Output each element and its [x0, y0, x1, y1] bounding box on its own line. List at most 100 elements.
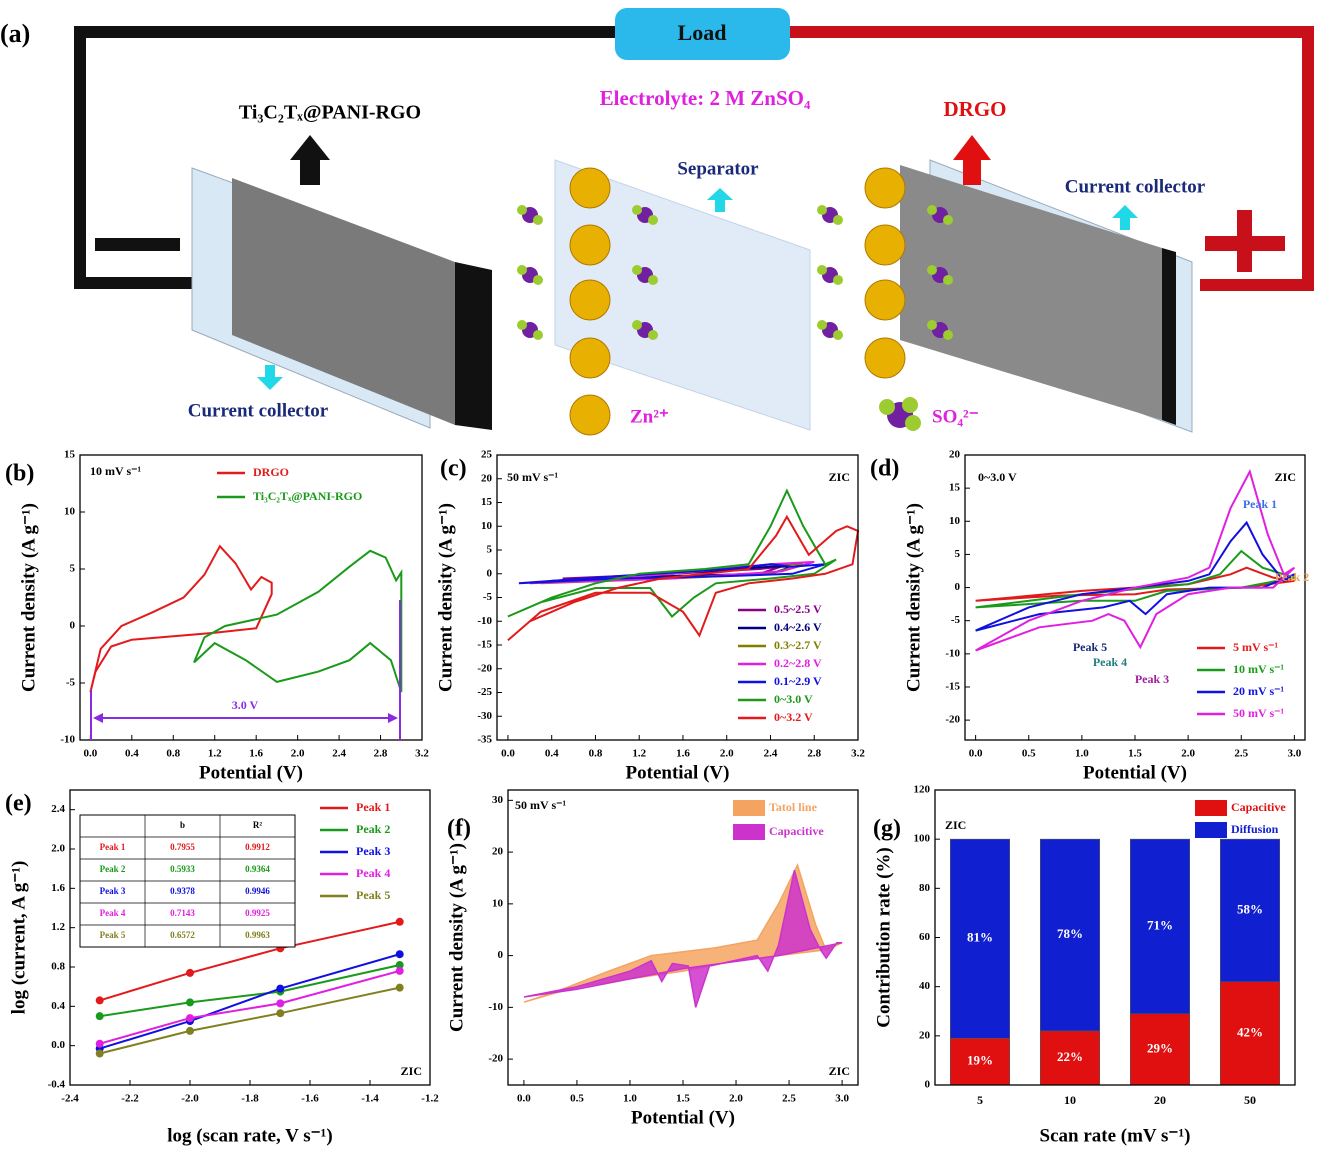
- cv-curve: [529, 560, 815, 585]
- bar-segment: [1220, 981, 1281, 1086]
- x-tick-label: -1.6: [301, 1093, 319, 1105]
- arrow: [707, 188, 733, 212]
- x-tick-label: 0.0: [517, 1093, 531, 1105]
- electrode-edge: [1162, 248, 1176, 425]
- x-tick-label: 0.4: [125, 748, 139, 760]
- annotation: Peak 3: [1135, 672, 1169, 686]
- y-tick-label: 20: [492, 846, 504, 858]
- x-tick-label: 0.0: [501, 748, 515, 760]
- arrow: [290, 135, 330, 185]
- annotation: Peak 4: [1093, 655, 1127, 669]
- x-tick-label: 3.0: [1288, 748, 1302, 760]
- panel-label: (b): [5, 461, 34, 487]
- y-tick-label: 1.6: [51, 882, 65, 894]
- arrow-head: [388, 713, 398, 723]
- x-tick-label: 1.2: [632, 748, 646, 760]
- y-tick-label: -5: [951, 614, 961, 626]
- table-cell: 0.9925: [245, 908, 270, 918]
- table-cell: Peak 5: [100, 930, 126, 940]
- data-point: [186, 998, 194, 1007]
- y-tick-label: -25: [477, 686, 492, 698]
- y-tick-label: 10: [949, 515, 961, 527]
- bar-segment: [1130, 838, 1191, 1015]
- legend-entry: Tatol line: [769, 800, 818, 814]
- collector-label: Current collector: [188, 400, 329, 421]
- bar-segment: [1040, 1030, 1101, 1086]
- y-tick-label: 0: [955, 581, 961, 593]
- chart: (d) -20 -15 -10 -5 0 5 10 15 20 0.0 0.5 1.0 1.5 2.0 2.5…: [870, 449, 1309, 784]
- table-cell: 0.5933: [170, 864, 195, 874]
- x-axis-label: Potential (V): [199, 762, 303, 783]
- table-header: R²: [253, 820, 262, 830]
- x-tick-label: 0.0: [83, 748, 97, 760]
- data-point: [395, 961, 404, 970]
- y-tick-label: 0.0: [51, 1039, 65, 1051]
- x-tick-label: 2.0: [1181, 748, 1195, 760]
- arrow: [1112, 205, 1138, 230]
- y-tick-label: 100: [914, 833, 931, 845]
- x-tick-label: 0.4: [545, 748, 559, 760]
- cathode-label: DRGO: [944, 97, 1007, 121]
- y-tick-label: 15: [64, 449, 76, 461]
- electrolyte-label: Electrolyte: 2 M ZnSO₄: [600, 86, 811, 110]
- x-tick-label: 0.8: [166, 748, 180, 760]
- annotation: 50 mV s⁻¹: [515, 798, 566, 812]
- panel-label: (d): [870, 456, 899, 482]
- x-tick-label: 1.2: [208, 748, 222, 760]
- y-tick-label: 1.2: [51, 921, 65, 933]
- table-cell: 0.9912: [245, 842, 270, 852]
- y-tick-label: 25: [481, 449, 493, 461]
- annotation: ZIC: [829, 1064, 850, 1078]
- x-tick-label: 2.0: [729, 1093, 743, 1105]
- x-tick-label: 0.0: [969, 748, 983, 760]
- y-tick-label: 30: [492, 794, 504, 806]
- y-tick-label: 80: [919, 882, 931, 894]
- y-tick-label: 20: [919, 1029, 931, 1041]
- data-point: [395, 917, 404, 926]
- annotation: 50 mV s⁻¹: [507, 470, 558, 484]
- cv-curve: [975, 468, 1296, 652]
- data-point: [276, 1009, 285, 1018]
- y-tick-label: 15: [481, 496, 493, 508]
- plot-frame: [69, 789, 431, 1086]
- y-axis-label: Current density (A g⁻¹): [435, 503, 456, 692]
- wire-positive: [790, 26, 1314, 291]
- y-tick-label: 0: [487, 567, 493, 579]
- y-tick-label: 60: [919, 931, 931, 943]
- table-cell: 0.7955: [170, 842, 195, 852]
- x-tick-label: 2.5: [782, 1093, 796, 1105]
- y-tick-label: 10: [492, 897, 504, 909]
- value-label: 29%: [1147, 1040, 1173, 1055]
- bar-segment: [1040, 838, 1101, 1032]
- data-point: [276, 984, 285, 993]
- fit-line: [99, 964, 400, 1018]
- fit-line: [99, 969, 400, 1045]
- annotation: 10 mV s⁻¹: [90, 464, 141, 478]
- panel-label: (f): [447, 816, 471, 842]
- zn-ions: [569, 167, 906, 436]
- x-tick-label: 10: [1064, 1093, 1076, 1107]
- legend-entry: Peak 1: [356, 800, 390, 814]
- y-axis-label: Contribution rate (%): [873, 847, 894, 1027]
- y-tick-label: 40: [919, 980, 931, 992]
- data-point: [95, 1012, 104, 1021]
- data-point: [395, 983, 404, 992]
- cv-area: [523, 862, 843, 1003]
- y-tick-label: -10: [477, 615, 492, 627]
- value-label: 71%: [1147, 917, 1173, 932]
- x-tick-label: 3.2: [851, 748, 865, 760]
- anode-label: Ti₃C₂Tₓ@PANI-RGO: [239, 102, 421, 124]
- minus-sign: [95, 238, 180, 251]
- y-tick-label: 0.8: [51, 961, 65, 973]
- plot-frame: [496, 454, 859, 741]
- x-tick-label: -1.8: [241, 1093, 259, 1105]
- x-tick-label: -1.4: [361, 1093, 379, 1105]
- y-tick-label: 0: [498, 949, 504, 961]
- legend-entry: 10 mV s⁻¹: [1233, 662, 1284, 676]
- collector-label: Current collector: [1065, 176, 1206, 197]
- legend-entry: 0.3~2.7 V: [774, 638, 822, 652]
- arrow: [257, 365, 283, 390]
- value-label: 22%: [1057, 1049, 1083, 1064]
- x-tick-label: 0.5: [570, 1093, 584, 1105]
- panel-label: (a): [0, 19, 30, 48]
